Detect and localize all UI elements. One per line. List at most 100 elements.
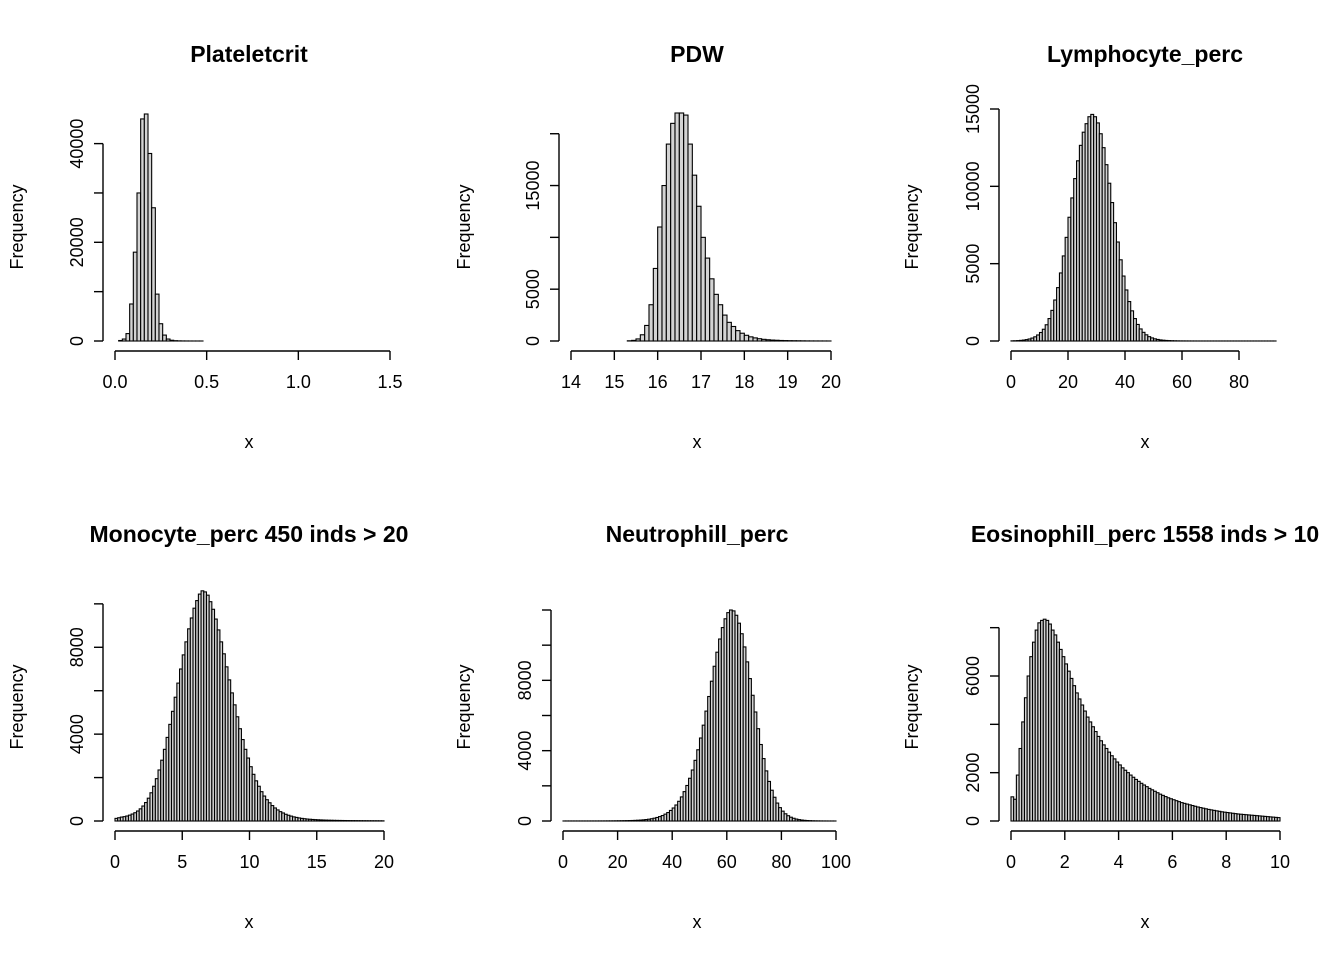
x-tick-label: 20 (1058, 372, 1078, 392)
y-tick-label: 5000 (963, 244, 983, 284)
x-axis: 0 5 10 15 20 (110, 830, 394, 872)
y-tick-label: 6000 (963, 656, 983, 696)
x-tick-label: 18 (734, 372, 754, 392)
histogram-bar (674, 112, 680, 342)
histogram-bar (709, 278, 715, 342)
histogram-bar (162, 334, 167, 342)
y-tick-label: 2000 (963, 753, 983, 793)
x-tick-label: 17 (691, 372, 711, 392)
x-tick-label: 2 (1060, 852, 1070, 872)
y-tick-label: 0 (67, 816, 87, 826)
histogram-bar (631, 339, 637, 342)
histogram-bar (678, 112, 685, 342)
x-axis-label: x (693, 432, 702, 452)
x-tick-label: 0 (110, 852, 120, 872)
y-tick-label: 15000 (963, 84, 983, 134)
histogram-bar (644, 324, 650, 342)
x-tick-label: 10 (239, 852, 259, 872)
histogram-bar (704, 257, 711, 342)
y-tick-label: 4000 (67, 714, 87, 754)
y-axis-label: Frequency (454, 184, 474, 269)
panel-eosinophill-perc: Eosinophill_perc 1558 inds > 10 0 2 4 6 8 10 … (902, 521, 1319, 932)
x-tick-label: 16 (648, 372, 668, 392)
x-tick-label: 4 (1114, 852, 1124, 872)
y-axis-label: Frequency (7, 184, 27, 269)
x-tick-label: 0.0 (102, 372, 127, 392)
y-axis-label: Frequency (902, 184, 922, 269)
histogram-bar (639, 334, 646, 342)
bars (626, 112, 832, 342)
histogram-bar (121, 338, 127, 342)
x-tick-label: 20 (821, 372, 841, 392)
histogram-bar (739, 332, 745, 342)
histogram-bar (154, 293, 160, 342)
panel-title: Plateletcrit (190, 41, 308, 67)
y-tick-label: 0 (523, 336, 543, 346)
y-tick-label: 5000 (523, 269, 543, 309)
histogram-bar (756, 338, 763, 342)
x-tick-label: 60 (717, 852, 737, 872)
histogram-bar (765, 339, 771, 342)
histogram-bar (774, 339, 780, 342)
bars (1010, 113, 1277, 342)
histogram-bar (147, 152, 153, 342)
histogram-bar (735, 330, 741, 342)
histogram-bar (748, 336, 754, 342)
x-tick-label: 80 (1229, 372, 1249, 392)
x-tick-label: 100 (821, 852, 851, 872)
histogram-bar (778, 339, 784, 342)
histogram-bar (661, 185, 667, 342)
panel-pdw: PDW 14 15 16 17 18 19 20 0 5000 15000 x Frequenc… (454, 41, 841, 452)
panel-title: PDW (670, 41, 724, 67)
histogram-bar (670, 122, 676, 342)
y-tick-label: 15000 (523, 161, 543, 211)
y-tick-label: 0 (963, 816, 983, 826)
x-tick-label: 0.5 (194, 372, 219, 392)
histogram-bar (700, 236, 706, 342)
y-tick-label: 8000 (515, 660, 535, 700)
histogram-bar (143, 113, 149, 342)
panel-title: Eosinophill_perc 1558 inds > 10 (971, 521, 1319, 547)
histogram-bar (136, 192, 142, 342)
panel-title: Monocyte_perc 450 inds > 20 (90, 521, 409, 547)
x-tick-label: 0 (1006, 372, 1016, 392)
bars (118, 113, 204, 342)
panel-monocyte-perc: Monocyte_perc 450 inds > 20 0 5 10 15 20 0 40… (7, 521, 408, 932)
histogram-bar (158, 323, 164, 342)
y-tick-label: 4000 (515, 731, 535, 771)
x-tick-label: 10 (1270, 852, 1290, 872)
x-tick-label: 20 (374, 852, 394, 872)
histogram-bar (125, 333, 131, 342)
panel-title: Lymphocyte_perc (1047, 41, 1243, 67)
x-tick-label: 0 (558, 852, 568, 872)
histogram-bar (717, 304, 724, 342)
x-tick-label: 40 (662, 852, 682, 872)
x-tick-label: 8 (1221, 852, 1231, 872)
x-tick-label: 14 (561, 372, 581, 392)
histogram-bar (752, 337, 758, 342)
y-axis-label: Frequency (902, 664, 922, 749)
histogram-bar (761, 338, 767, 342)
x-tick-label: 15 (307, 852, 327, 872)
y-axis: 0 2000 6000 (963, 626, 1000, 826)
histogram-bar (635, 338, 641, 342)
histogram-bar (730, 325, 737, 342)
bars (562, 609, 837, 822)
bars (1010, 618, 1281, 822)
histogram-bar (652, 267, 659, 342)
panel-title: Neutrophill_perc (606, 521, 789, 547)
x-tick-label: 15 (604, 372, 624, 392)
panel-lymphocyte-perc: Lymphocyte_perc 0 20 40 60 80 0 5000 10000 1500… (902, 41, 1277, 452)
x-axis-label: x (1141, 912, 1150, 932)
y-axis: 0 5000 10000 15000 (963, 84, 1000, 346)
y-tick-label: 40000 (67, 119, 87, 169)
x-axis: 0 2 4 6 8 10 (1006, 830, 1290, 872)
x-tick-label: 19 (778, 372, 798, 392)
x-tick-label: 20 (608, 852, 628, 872)
y-axis-label: Frequency (454, 664, 474, 749)
histogram-bar (713, 293, 719, 342)
panel-neutrophill-perc: Neutrophill_perc 0 20 40 60 80 100 040008000 … (454, 521, 851, 932)
histogram-bar (1276, 817, 1281, 822)
